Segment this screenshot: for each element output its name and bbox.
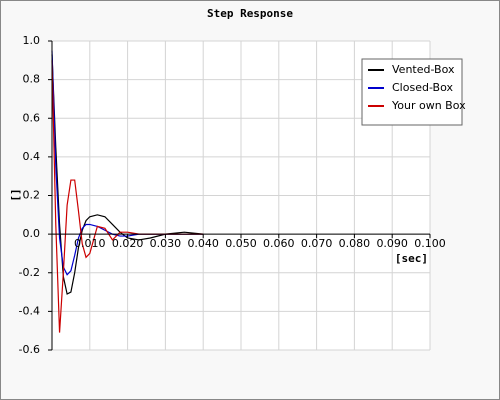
chart-title: Step Response — [207, 7, 293, 20]
y-tick-label: -0.4 — [19, 304, 40, 317]
x-tick-label: 0.100 — [414, 237, 446, 250]
y-tick-label: -0.6 — [19, 343, 40, 356]
legend-label: Closed-Box — [392, 81, 453, 94]
x-tick-label: 0.010 — [74, 237, 106, 250]
legend-label: Vented-Box — [392, 63, 455, 76]
axes: 1.0 0.8 0.6 0.4 0.2 0.0 -0.2 -0.4 -0.6 0.010 0.020… — [19, 34, 446, 356]
x-tick-label: 0.030 — [150, 237, 182, 250]
y-tick-label: 0.8 — [23, 73, 41, 86]
x-axis-label: [sec] — [395, 252, 428, 265]
y-tick-label: 0.0 — [23, 227, 41, 240]
x-tick-label: 0.080 — [339, 237, 371, 250]
x-tick-label: 0.020 — [112, 237, 144, 250]
x-tick-label: 0.040 — [187, 237, 219, 250]
x-tick-label: 0.060 — [263, 237, 295, 250]
x-tick-label: 0.090 — [376, 237, 408, 250]
series-line — [51, 54, 204, 295]
y-tick-label: 1.0 — [23, 34, 41, 47]
x-tick-label: 0.070 — [301, 237, 333, 250]
y-tick-label: 0.6 — [23, 111, 41, 124]
y-tick-label: -0.2 — [19, 266, 40, 279]
legend: Vented-Box Closed-Box Your own Box — [361, 58, 466, 126]
y-tick-label: 0.2 — [23, 189, 41, 202]
x-tick-label: 0.050 — [225, 237, 257, 250]
y-axis-label: [] — [9, 188, 22, 201]
legend-label: Your own Box — [391, 99, 466, 112]
y-tick-label: 0.4 — [23, 150, 41, 163]
